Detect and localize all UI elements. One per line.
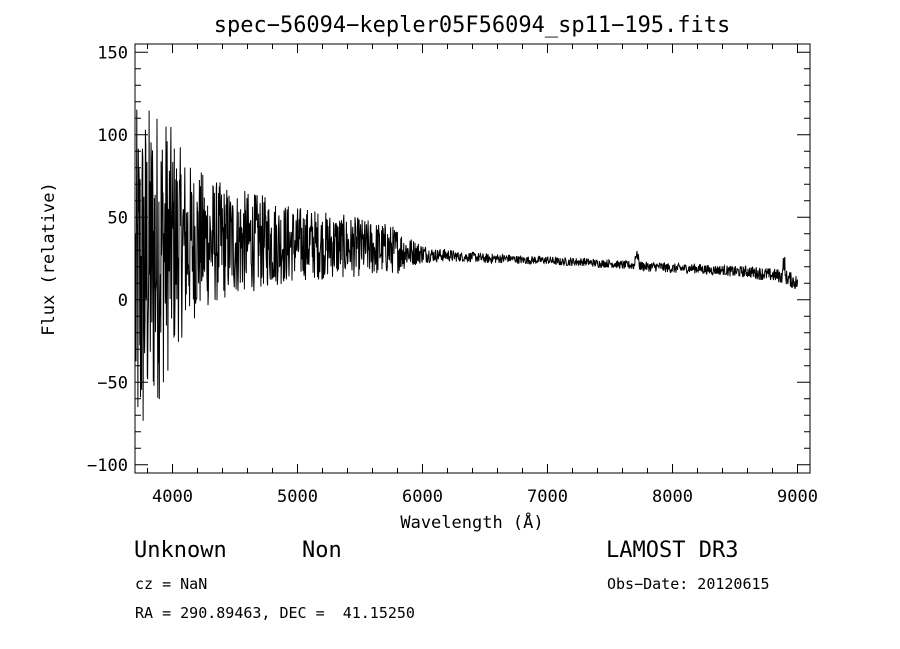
- chart-title: spec−56094−kepler05F56094_sp11−195.fits: [214, 13, 731, 38]
- x-tick-label: 4000: [152, 487, 193, 507]
- plot-area: 4000 5000 6000 7000 8000 9000 −100 −50 0 50 100 150: [87, 43, 818, 507]
- y-tick-label: 50: [108, 208, 128, 228]
- x-tick-label: 5000: [277, 487, 318, 507]
- spectrum-line: [135, 109, 798, 421]
- object-subclass: Non: [302, 538, 342, 563]
- x-tick-label: 9000: [777, 487, 818, 507]
- redshift-text: cz = NaN: [135, 575, 208, 593]
- spectrum-chart: spec−56094−kepler05F56094_sp11−195.fits …: [39, 13, 818, 533]
- x-axis-label: Wavelength (Å): [400, 511, 543, 533]
- y-axis-label: Flux (relative): [39, 182, 59, 336]
- y-tick-label: 0: [118, 291, 128, 311]
- x-tick-label: 7000: [527, 487, 568, 507]
- x-tick-label: 8000: [652, 487, 693, 507]
- x-tick-label: 6000: [402, 487, 443, 507]
- y-tick-label: −50: [97, 373, 128, 393]
- coordinates-text: RA = 290.89463, DEC = 41.15250: [135, 604, 415, 622]
- y-tick-label: 150: [97, 43, 128, 63]
- object-class: Unknown: [134, 538, 227, 563]
- y-tick-label: 100: [97, 126, 128, 146]
- y-tick-label: −100: [87, 456, 128, 476]
- obs-date-text: Obs−Date: 20120615: [607, 575, 770, 593]
- survey-label: LAMOST DR3: [606, 538, 739, 563]
